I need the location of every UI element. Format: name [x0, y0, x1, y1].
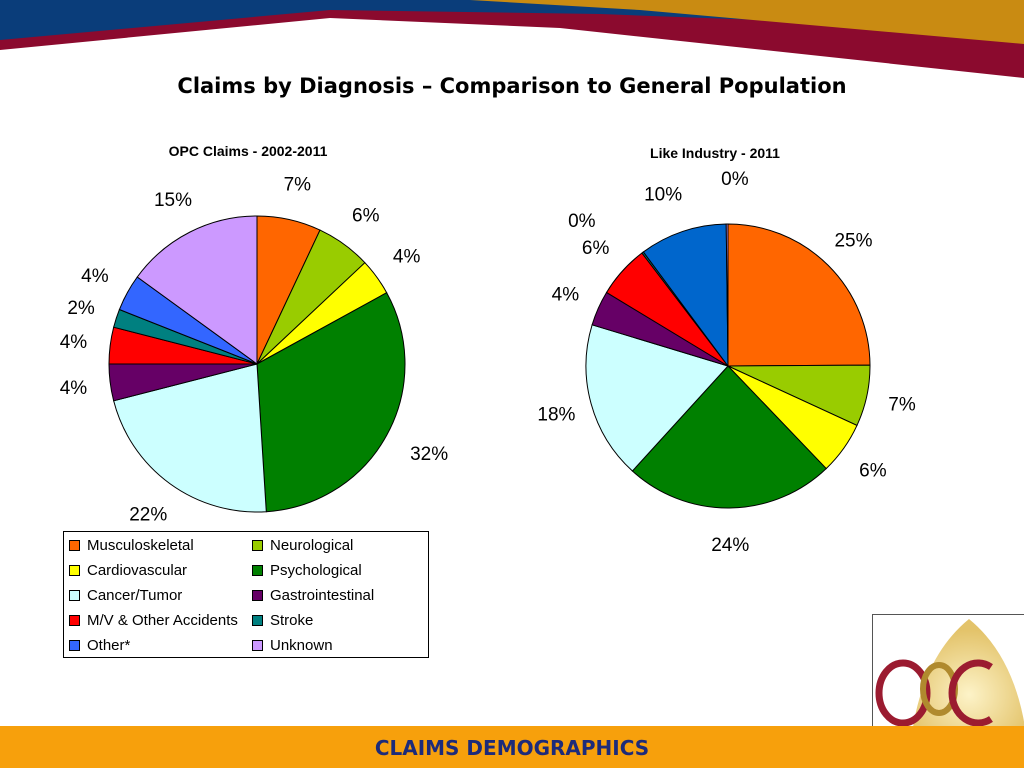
pie-label-industry-neurological: 7% [888, 395, 916, 416]
legend-swatch [252, 640, 263, 651]
legend-swatch [252, 615, 263, 626]
opc-logo [872, 614, 1024, 727]
legend-item: Gastrointestinal [252, 587, 374, 604]
pie-label-opc-neurological: 6% [352, 205, 380, 226]
pie-slice-industry-unknown [725, 223, 729, 367]
legend-label: M/V & Other Accidents [87, 612, 238, 629]
legend-swatch [69, 615, 80, 626]
pie-slice-opc-psychological [256, 292, 406, 513]
legend-swatch [252, 540, 263, 551]
legend-label: Other* [87, 637, 131, 654]
pie-label-industry-cancer-tumor: 18% [537, 404, 575, 425]
pie-label-industry-m-v-other-accidents: 6% [582, 238, 610, 259]
legend-swatch [69, 590, 80, 601]
pie-label-industry-cardiovascular: 6% [859, 460, 887, 481]
pie-label-opc-unknown: 15% [154, 190, 192, 211]
pie-slice-industry-other- [642, 223, 729, 368]
pie-slice-industry-cancer-tumor [585, 324, 729, 472]
legend-item: Cancer/Tumor [69, 587, 182, 604]
banner-gold-band [470, 0, 1024, 44]
pie-slice-industry-psychological [631, 365, 827, 509]
legend-swatch [252, 590, 263, 601]
legend-item: Other* [69, 637, 130, 654]
pie-label-industry-gastrointestinal: 4% [552, 285, 580, 306]
banner-white-gap [0, 22, 1024, 80]
legend-label: Gastrointestinal [270, 587, 375, 604]
legend-item: M/V & Other Accidents [69, 612, 238, 629]
legend-label: Unknown [270, 637, 333, 654]
legend-label: Cardiovascular [87, 562, 188, 579]
header-banner [0, 0, 1024, 80]
legend-label: Stroke [270, 612, 314, 629]
legend-item: Unknown [252, 637, 333, 654]
legend-item: Neurological [252, 537, 353, 554]
legend-item: Cardiovascular [69, 562, 187, 579]
pie-label-industry-other-: 10% [644, 184, 682, 205]
pie-label-opc-psychological: 32% [410, 444, 448, 465]
legend-swatch [252, 565, 263, 576]
legend-swatch [69, 640, 80, 651]
slide-title: Claims by Diagnosis – Comparison to Gene… [177, 74, 847, 98]
footer-bar: CLAIMS DEMOGRAPHICS [0, 726, 1024, 768]
legend-swatch [69, 540, 80, 551]
legend-item: Psychological [252, 562, 362, 579]
pie-label-opc-gastrointestinal: 4% [60, 378, 88, 399]
pie-label-opc-other-: 4% [81, 266, 109, 287]
pie-label-industry-stroke: 0% [568, 211, 596, 232]
pie-label-opc-cardiovascular: 4% [393, 246, 421, 267]
pie-label-opc-m-v-other-accidents: 4% [60, 332, 88, 353]
pie-slice-industry-musculoskeletal [727, 223, 871, 367]
legend-label: Neurological [270, 537, 354, 554]
legend-swatch [69, 565, 80, 576]
pie-slice-opc-cancer-tumor [113, 363, 267, 513]
pie-label-industry-musculoskeletal: 25% [834, 231, 872, 252]
pie-label-opc-musculoskeletal: 7% [284, 174, 312, 195]
legend-item: Musculoskeletal [69, 537, 194, 554]
legend-item: Stroke [252, 612, 313, 629]
pie-label-industry-psychological: 24% [711, 535, 749, 556]
legend-label: Psychological [270, 562, 362, 579]
legend-label: Cancer/Tumor [87, 587, 183, 604]
pie-slice-opc-unknown [136, 215, 258, 365]
pie-label-opc-stroke: 2% [67, 298, 95, 319]
chart-title-opc-claims: OPC Claims - 2002-2011 [168, 143, 328, 159]
legend-label: Musculoskeletal [87, 537, 194, 554]
pie-label-industry-unknown: 0% [721, 169, 749, 190]
chart-title-like-industry: Like Industry - 2011 [650, 145, 780, 161]
pie-label-opc-cancer-tumor: 22% [129, 505, 167, 526]
chart-legend: Musculoskeletal Neurological Cardiovascula… [63, 531, 429, 658]
